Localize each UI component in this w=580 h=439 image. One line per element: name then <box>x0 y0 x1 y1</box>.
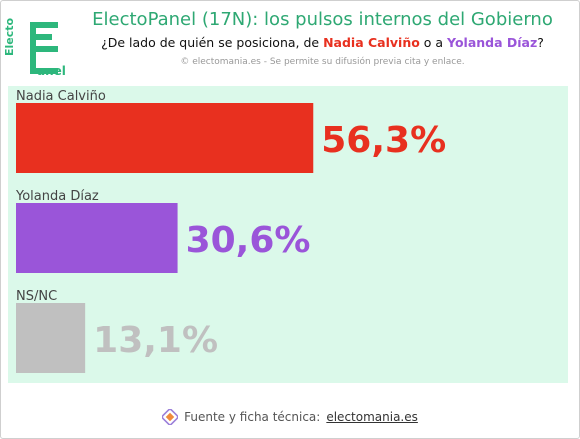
footer: Fuente y ficha técnica: electomania.es <box>0 403 580 431</box>
value-label-diaz: 30,6% <box>186 220 311 261</box>
chart-subtitle: ¿De lado de quién se posiciona, de Nadia… <box>70 35 575 50</box>
subtitle-text-pre: ¿De lado de quién se posiciona, de <box>101 35 324 50</box>
subtitle-text-mid: o a <box>419 35 448 50</box>
subtitle-text-post: ? <box>537 35 544 50</box>
logo-word-top: Electo <box>3 17 16 56</box>
electopanel-logo <box>30 22 58 74</box>
bar-diaz <box>16 203 178 273</box>
bar-calvino <box>16 103 314 173</box>
electomania-icon <box>162 409 179 425</box>
category-label-diaz: Yolanda Díaz <box>15 189 99 204</box>
bar-nsnc <box>16 303 86 373</box>
footer-text: Fuente y ficha técnica: <box>184 410 321 424</box>
bar-chart-svg: Nadia Calviño 56,3% Yolanda Díaz 30,6% NS/NC… <box>15 89 446 373</box>
subtitle-name-diaz: Yolanda Díaz <box>447 35 538 50</box>
plot-area: Nadia Calviño 56,3% Yolanda Díaz 30,6% NS/NC… <box>8 86 568 383</box>
chart-title: ElectoPanel (17N): los pulsos internos d… <box>92 9 553 30</box>
category-label-nsnc: NS/NC <box>16 289 57 304</box>
value-label-nsnc: 13,1% <box>93 320 218 361</box>
value-label-calvino: 56,3% <box>321 120 446 161</box>
copyright-notice: © electomania.es - Se permite su difusió… <box>180 57 465 67</box>
footer-link[interactable]: electomania.es <box>326 410 418 424</box>
category-label-calvino: Nadia Calviño <box>16 89 106 104</box>
subtitle-name-calvino: Nadia Calviño <box>323 35 420 50</box>
logo-word-bottom: anel <box>37 64 66 78</box>
